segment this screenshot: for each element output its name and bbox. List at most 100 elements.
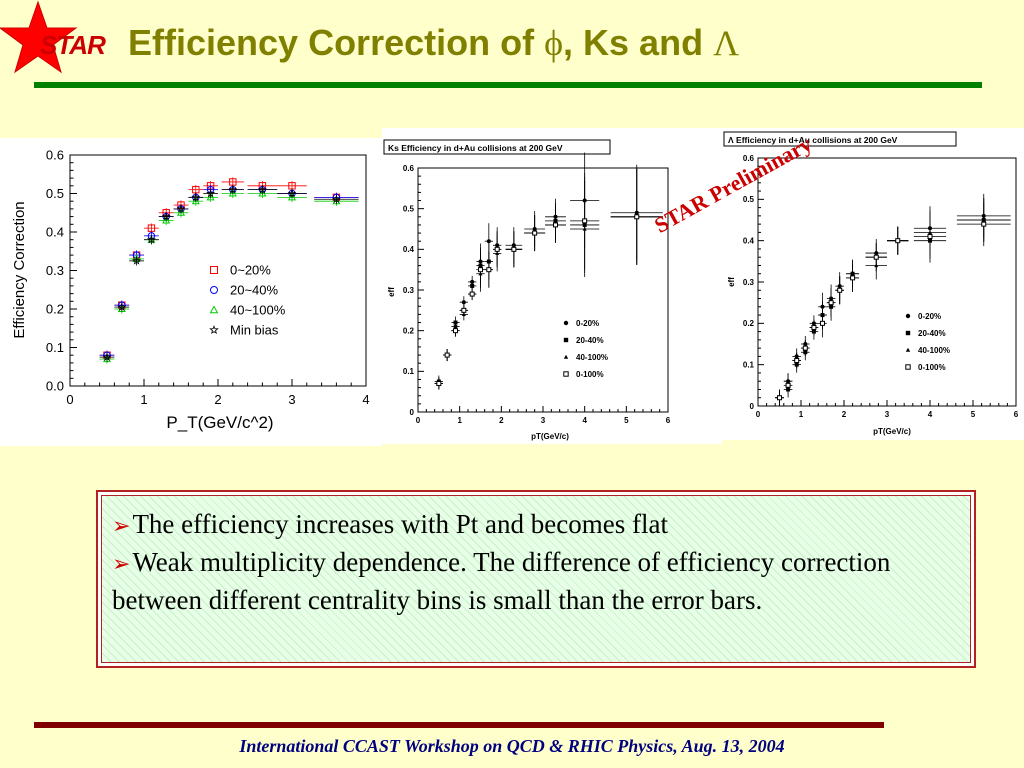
- y-tick-label: 0.6: [743, 154, 755, 163]
- legend-label: 40-100%: [576, 353, 608, 362]
- data-point: [176, 204, 186, 213]
- y-tick-label: 0.6: [403, 164, 415, 173]
- data-point: [461, 307, 467, 313]
- data-point: [470, 283, 475, 288]
- data-point: [486, 239, 491, 244]
- data-point: [785, 382, 791, 388]
- data-point: [777, 395, 782, 401]
- data-point: [453, 320, 458, 325]
- data-point: [287, 188, 297, 198]
- x-tick-label: 0: [66, 392, 73, 407]
- x-tick-label: 2: [499, 416, 504, 425]
- data-point: [191, 192, 201, 202]
- bullet-text: Weak multiplicity dependence. The differ…: [112, 547, 891, 615]
- data-point: [553, 222, 558, 228]
- y-tick-label: 0.3: [743, 278, 755, 287]
- data-point: [332, 194, 341, 204]
- legend-marker: [563, 320, 569, 326]
- x-tick-label: 0: [756, 410, 761, 419]
- phi-symbol: ϕ: [544, 23, 564, 63]
- arrow-bullet-icon: ➢: [112, 513, 131, 538]
- data-point: [582, 218, 588, 224]
- legend-marker: [210, 286, 218, 294]
- lambda-efficiency-chart: Λ Efficiency in d+Au collisions at 200 G…: [723, 131, 1019, 436]
- y-axis-label: Efficiency Correction: [11, 201, 28, 338]
- x-tick-label: 5: [624, 416, 629, 425]
- y-tick-label: 0.4: [46, 225, 64, 240]
- x-tick-label: 1: [799, 410, 804, 419]
- slide-title: Efficiency Correction of ϕ, Ks and Λ: [128, 22, 739, 64]
- chart-title: Λ Efficiency in d+Au collisions at 200 G…: [728, 135, 898, 145]
- lambda-efficiency-panel: Λ Efficiency in d+Au collisions at 200 G…: [722, 128, 1024, 440]
- legend-marker: [905, 313, 911, 319]
- data-point: [486, 267, 492, 273]
- legend-marker: [563, 371, 569, 377]
- legend-marker: [563, 354, 569, 359]
- data-point: [206, 193, 215, 201]
- x-tick-label: 1: [457, 416, 462, 425]
- y-tick-label: 0.5: [743, 195, 755, 204]
- y-axis-label: eff: [727, 277, 736, 287]
- data-point: [927, 234, 933, 240]
- legend-label: 0-20%: [576, 319, 599, 328]
- data-point: [191, 196, 200, 205]
- phi-efficiency-chart: 0 1 2 3 4 0.0 0.1 0.2 0.3 0.4 0.5 0.6 P_T(GeV/c^2) Ef…: [11, 148, 370, 432]
- phi-efficiency-panel: 0 1 2 3 4 0.0 0.1 0.2 0.3 0.4 0.5 0.6 P_T(GeV/c^2) Ef…: [0, 138, 382, 446]
- y-tick-label: 0.6: [46, 148, 64, 163]
- star-logo-icon: [0, 0, 78, 74]
- data-point: [206, 188, 215, 198]
- data-point: [820, 320, 825, 326]
- data-point: [228, 189, 237, 197]
- data-point: [258, 189, 267, 197]
- data-point: [837, 287, 843, 293]
- y-axis-label: eff: [387, 287, 396, 297]
- series-group: [775, 198, 1011, 406]
- data-point: [532, 230, 538, 236]
- series-group: [434, 168, 663, 390]
- legend-label: 20-40%: [918, 329, 946, 338]
- data-point: [287, 193, 297, 201]
- data-point: [811, 324, 817, 330]
- ks-efficiency-chart: Ks Efficiency in d+Au collisions at 200 …: [383, 139, 671, 441]
- data-point: [132, 256, 141, 265]
- chart-title: Ks Efficiency in d+Au collisions at 200 …: [388, 143, 563, 153]
- x-tick-label: 2: [214, 392, 221, 407]
- arrow-bullet-icon: ➢: [112, 551, 131, 576]
- y-tick-label: 0.2: [743, 319, 755, 328]
- x-tick-label: 6: [1014, 410, 1019, 419]
- title-divider: [34, 82, 982, 88]
- footer-text: International CCAST Workshop on QCD & RH…: [239, 736, 785, 756]
- chart-title-box: [383, 139, 611, 155]
- data-point: [895, 238, 901, 244]
- legend-label: 0-100%: [576, 370, 604, 379]
- legend-marker: [209, 305, 219, 314]
- title-middle: , Ks and: [563, 22, 714, 63]
- series-group: [434, 152, 663, 390]
- y-tick-label: 0.4: [743, 236, 755, 245]
- y-tick-label: 0.1: [403, 367, 415, 376]
- title-prefix: Efficiency Correction of: [128, 22, 545, 63]
- series-group: [775, 193, 1011, 406]
- data-point: [802, 345, 808, 351]
- y-tick-label: 0.4: [403, 245, 415, 254]
- x-axis-label: pT(GeV/c): [531, 432, 569, 441]
- x-tick-label: 4: [928, 410, 933, 419]
- y-tick-label: 0.3: [403, 286, 415, 295]
- y-tick-label: 0.2: [403, 326, 415, 335]
- x-tick-label: 3: [288, 392, 295, 407]
- lambda-symbol: Λ: [713, 23, 740, 63]
- chart-title-box: [723, 131, 957, 147]
- series-group: [434, 168, 663, 390]
- data-point: [469, 291, 475, 297]
- data-point: [176, 208, 186, 216]
- data-point: [162, 216, 171, 224]
- data-point: [228, 184, 238, 194]
- data-point: [453, 328, 458, 334]
- data-point: [444, 352, 450, 358]
- y-tick-label: 0.1: [743, 360, 755, 369]
- y-tick-label: 0.3: [46, 263, 64, 278]
- x-tick-label: 3: [885, 410, 890, 419]
- legend-label: 0~20%: [230, 263, 271, 278]
- data-point: [258, 184, 267, 194]
- data-point: [147, 234, 156, 244]
